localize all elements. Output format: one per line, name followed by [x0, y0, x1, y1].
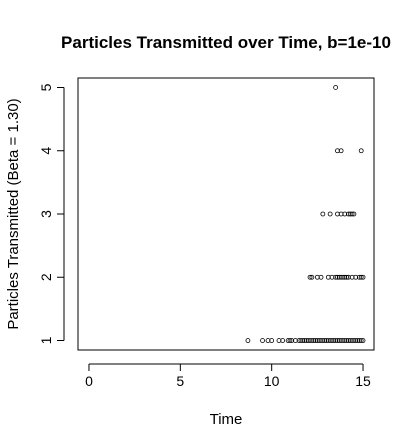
- x-tick-label: 5: [176, 373, 184, 389]
- data-point: [318, 274, 324, 280]
- x-axis-label: Time: [210, 411, 243, 428]
- data-point: [327, 211, 333, 217]
- plot-frame: [77, 77, 375, 351]
- chart-title: Particles Transmitted over Time, b=1e-10: [61, 33, 391, 52]
- y-axis-label: Particles Transmitted (Beta = 1.30): [5, 98, 22, 329]
- data-points: [245, 85, 366, 343]
- data-point: [338, 148, 344, 154]
- y-tick-label: 2: [38, 273, 54, 281]
- x-tick-label: 0: [85, 373, 93, 389]
- data-point: [287, 338, 293, 343]
- data-point: [360, 274, 366, 280]
- data-point: [309, 274, 315, 280]
- y-tick-label: 4: [38, 147, 54, 155]
- data-point: [245, 338, 251, 343]
- data-point: [320, 211, 326, 217]
- y-axis: 1 2 3 4 5: [38, 83, 65, 344]
- data-point: [280, 338, 286, 343]
- data-point: [351, 211, 357, 217]
- data-point: [344, 274, 349, 280]
- data-point: [269, 338, 275, 343]
- data-point: [307, 274, 313, 280]
- y-tick-label: 1: [38, 336, 54, 344]
- data-point: [358, 274, 364, 280]
- data-point: [358, 338, 364, 343]
- y-tick-label: 5: [38, 83, 54, 91]
- data-point: [360, 338, 366, 343]
- x-tick-label: 10: [264, 373, 280, 389]
- data-point: [260, 338, 265, 343]
- y-tick-label: 3: [38, 210, 54, 218]
- data-point: [349, 211, 355, 217]
- data-point: [358, 148, 364, 154]
- x-axis: 0 5 10 15: [85, 363, 371, 389]
- x-tick-label: 15: [355, 373, 371, 389]
- data-point: [333, 85, 339, 90]
